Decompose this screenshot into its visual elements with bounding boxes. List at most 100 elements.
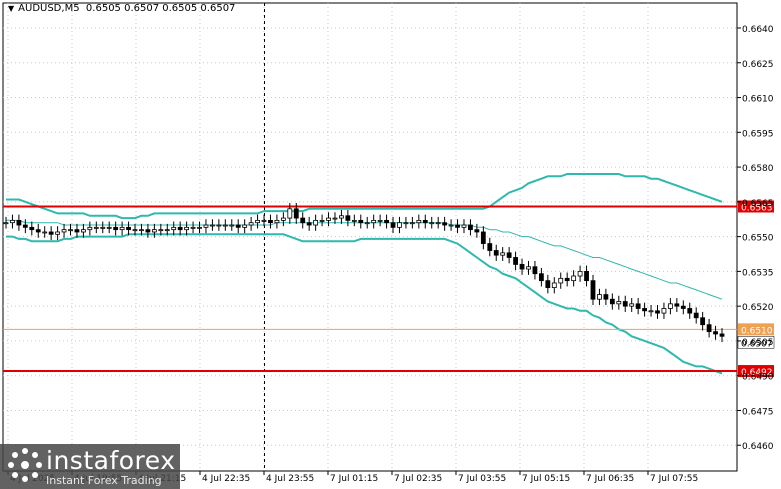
- candle: [455, 224, 460, 228]
- candle: [280, 217, 286, 221]
- candle: [622, 301, 628, 307]
- candle: [642, 308, 647, 312]
- candle: [474, 229, 480, 233]
- y-tick-label: 0.6595: [742, 129, 774, 139]
- candle: [597, 294, 602, 300]
- candle: [551, 282, 557, 289]
- watermark-tagline: Instant Forex Trading: [46, 474, 162, 487]
- y-tick-label: 0.6460: [742, 442, 774, 452]
- candle: [500, 252, 506, 256]
- candle: [332, 217, 338, 220]
- candle: [306, 222, 312, 226]
- candle: [113, 226, 119, 231]
- candle: [10, 219, 15, 224]
- candle: [87, 226, 93, 231]
- bollinger-bands: [6, 173, 723, 375]
- grid: [3, 3, 737, 471]
- ohlc-label: 0.6505 0.6507 0.6505 0.6507: [85, 3, 236, 14]
- candle: [700, 317, 706, 326]
- level-label: 0.6492: [741, 368, 773, 378]
- candle: [48, 231, 54, 235]
- candle: [435, 222, 441, 225]
- candle: [197, 226, 202, 229]
- candle: [409, 222, 415, 225]
- y-tick-label: 0.6565: [742, 199, 774, 209]
- candle: [119, 226, 125, 231]
- candle: [158, 229, 164, 232]
- symbol-label: AUDUSD,M5: [18, 3, 80, 14]
- candle: [235, 224, 241, 228]
- candle: [564, 277, 570, 282]
- candle: [216, 224, 222, 227]
- candle: [674, 303, 680, 307]
- candle: [81, 229, 86, 233]
- candle: [177, 226, 183, 231]
- x-tick-label: 7 Jul 03:55: [458, 474, 506, 484]
- candle: [571, 275, 577, 282]
- watermark: instaforex Instant Forex Trading: [0, 444, 180, 489]
- candle: [16, 219, 22, 226]
- candle: [268, 219, 273, 224]
- plot-frame: [2, 2, 738, 472]
- candle: [358, 219, 364, 224]
- candle: [468, 224, 473, 231]
- level-label: 0.6563: [741, 203, 773, 213]
- candle: [532, 266, 538, 275]
- candle: [74, 229, 80, 233]
- y-tick-label: 0.6580: [742, 164, 774, 174]
- candle: [390, 222, 396, 228]
- current-price-bg: [737, 336, 775, 349]
- y-tick-label: 0.6490: [742, 373, 774, 383]
- candle: [345, 215, 351, 221]
- candle: [139, 229, 144, 232]
- level-label-bg: [738, 365, 774, 378]
- level-label: 0.6510: [741, 326, 773, 336]
- y-tick-label: 0.6640: [742, 25, 774, 35]
- candle: [68, 229, 73, 232]
- x-tick-label: 7 Jul 01:15: [330, 474, 378, 484]
- candle: [506, 252, 512, 258]
- candle: [293, 208, 299, 219]
- candle: [584, 270, 589, 282]
- candle: [648, 310, 654, 313]
- candle: [603, 294, 609, 300]
- current-price-label: 0.6507: [741, 339, 773, 349]
- candle: [248, 222, 254, 226]
- candle: [416, 219, 422, 224]
- candle: [145, 229, 151, 233]
- candle: [184, 226, 190, 231]
- candle: [132, 229, 138, 232]
- watermark-brand: instaforex: [46, 446, 176, 475]
- candle: [687, 308, 693, 314]
- candle: [538, 273, 544, 282]
- candle: [480, 231, 486, 244]
- candle: [448, 224, 454, 227]
- y-tick-label: 0.6475: [742, 407, 774, 417]
- x-tick-label: 7 Jul 06:35: [586, 474, 634, 484]
- dropdown-arrow-icon[interactable]: ▼: [8, 4, 15, 13]
- x-tick-label: 7 Jul 05:15: [522, 474, 570, 484]
- candle: [319, 219, 325, 222]
- candle: [93, 226, 99, 229]
- candle: [513, 257, 518, 265]
- x-tick-label: 4 Jul 23:55: [266, 474, 314, 484]
- candle: [680, 305, 686, 309]
- y-tick-label: 0.6625: [742, 60, 774, 70]
- candle: [461, 224, 467, 228]
- candle: [203, 224, 209, 228]
- candle: [661, 308, 667, 314]
- candle: [339, 215, 344, 219]
- candle: [351, 219, 357, 222]
- candles: [3, 203, 725, 343]
- candle: [35, 229, 41, 233]
- candle: [403, 222, 409, 225]
- candle: [274, 219, 280, 224]
- candle: [61, 229, 67, 233]
- candle: [255, 219, 260, 224]
- y-tick-label: 0.6520: [742, 303, 774, 313]
- candle: [326, 217, 331, 221]
- candle: [442, 222, 448, 226]
- bollinger-lower-line: [6, 233, 723, 375]
- candle: [371, 219, 377, 224]
